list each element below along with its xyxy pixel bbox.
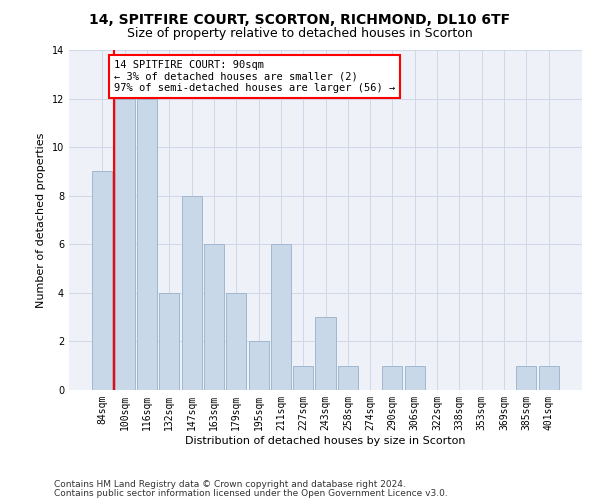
Bar [182, 196, 202, 390]
Bar [115, 98, 135, 390]
Bar [539, 366, 559, 390]
Bar [248, 342, 269, 390]
Bar [226, 293, 246, 390]
Text: 14, SPITFIRE COURT, SCORTON, RICHMOND, DL10 6TF: 14, SPITFIRE COURT, SCORTON, RICHMOND, D… [89, 12, 511, 26]
X-axis label: Distribution of detached houses by size in Scorton: Distribution of detached houses by size … [185, 436, 466, 446]
Bar [516, 366, 536, 390]
Bar [293, 366, 313, 390]
Bar [204, 244, 224, 390]
Bar [338, 366, 358, 390]
Text: 14 SPITFIRE COURT: 90sqm
← 3% of detached houses are smaller (2)
97% of semi-det: 14 SPITFIRE COURT: 90sqm ← 3% of detache… [114, 60, 395, 93]
Bar [137, 98, 157, 390]
Bar [271, 244, 291, 390]
Bar [316, 317, 335, 390]
Bar [405, 366, 425, 390]
Y-axis label: Number of detached properties: Number of detached properties [36, 132, 46, 308]
Bar [92, 172, 112, 390]
Bar [159, 293, 179, 390]
Text: Contains public sector information licensed under the Open Government Licence v3: Contains public sector information licen… [54, 488, 448, 498]
Text: Size of property relative to detached houses in Scorton: Size of property relative to detached ho… [127, 28, 473, 40]
Text: Contains HM Land Registry data © Crown copyright and database right 2024.: Contains HM Land Registry data © Crown c… [54, 480, 406, 489]
Bar [382, 366, 403, 390]
